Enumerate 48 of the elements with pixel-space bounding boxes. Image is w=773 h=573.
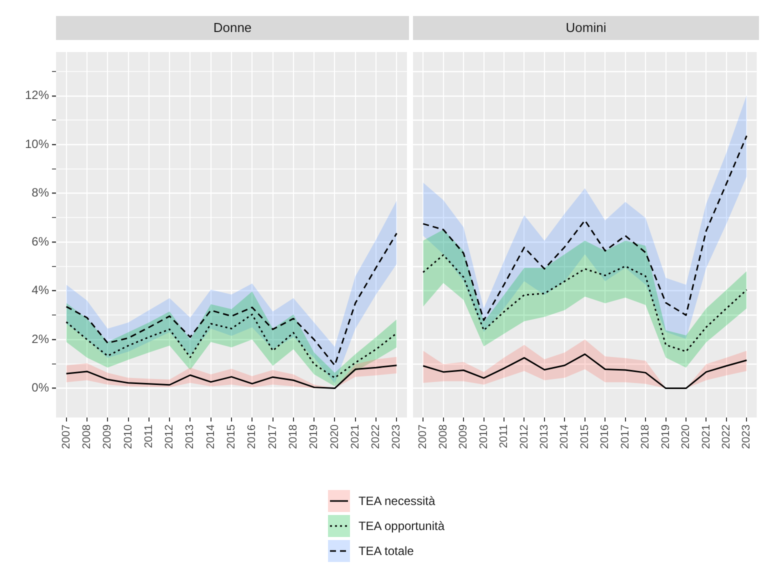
y-tick-label: 0% xyxy=(32,380,50,395)
x-tick-label: 2012 xyxy=(518,424,530,450)
x-tick-label: 2014 xyxy=(558,424,571,450)
line-series xyxy=(66,314,398,379)
y-tick-label: 12% xyxy=(24,88,50,102)
y-tick-label: 2% xyxy=(32,332,50,346)
x-tick-label: 2013 xyxy=(538,424,550,450)
x-tick-label: 2015 xyxy=(226,424,238,450)
x-tick-label: 2023 xyxy=(740,424,753,450)
x-tick-label: 2020 xyxy=(680,424,692,450)
x-tick-label: 2022 xyxy=(720,424,732,450)
x-tick-label: 2017 xyxy=(266,424,279,450)
chart-title: Uomini xyxy=(413,16,759,40)
x-tick-label: 2019 xyxy=(660,424,672,450)
x-tick-label: 2008 xyxy=(437,424,450,450)
x-tick-label: 2007 xyxy=(60,424,72,450)
legend-label: TEA totale xyxy=(358,544,414,558)
line-series xyxy=(66,232,398,366)
x-tick-label: 2011 xyxy=(142,424,155,448)
x-tick-label: 2018 xyxy=(640,424,652,450)
x-tick-label: 2014 xyxy=(204,424,217,450)
y-tick-label: 8% xyxy=(32,186,50,200)
legend-label: TEA opportunità xyxy=(358,518,445,532)
x-tick-label: 2013 xyxy=(184,424,196,450)
x-tick-label: 2016 xyxy=(246,424,258,450)
x-tick-label: 2009 xyxy=(458,424,470,450)
x-tick-label: 2020 xyxy=(328,424,341,450)
x-tick-label: 2023 xyxy=(390,424,403,450)
x-tick-label: 2009 xyxy=(102,424,114,450)
x-tick-label: 2022 xyxy=(370,424,382,450)
x-tick-label: 2021 xyxy=(349,424,362,450)
x-tick-label: 2019 xyxy=(308,424,320,450)
y-tick-label: 6% xyxy=(32,234,50,248)
x-tick-label: 2018 xyxy=(287,424,300,450)
x-tick-label: 2008 xyxy=(81,424,93,450)
chart-title: Donne xyxy=(56,16,409,40)
legend-label: TEA necessità xyxy=(358,494,436,508)
x-tick-label: 2021 xyxy=(700,424,712,450)
y-tick-label: 10% xyxy=(24,136,50,151)
x-tick-label: 2017 xyxy=(619,424,632,450)
y-tick-label: 4% xyxy=(32,283,50,298)
x-tick-label: 2007 xyxy=(417,424,430,450)
x-tick-label: 2010 xyxy=(478,424,490,450)
x-tick-label: 2011 xyxy=(498,424,510,448)
x-tick-label: 2015 xyxy=(578,424,591,450)
x-tick-label: 2010 xyxy=(122,424,134,450)
x-tick-label: 2012 xyxy=(164,424,176,450)
x-tick-label: 2016 xyxy=(599,424,612,450)
